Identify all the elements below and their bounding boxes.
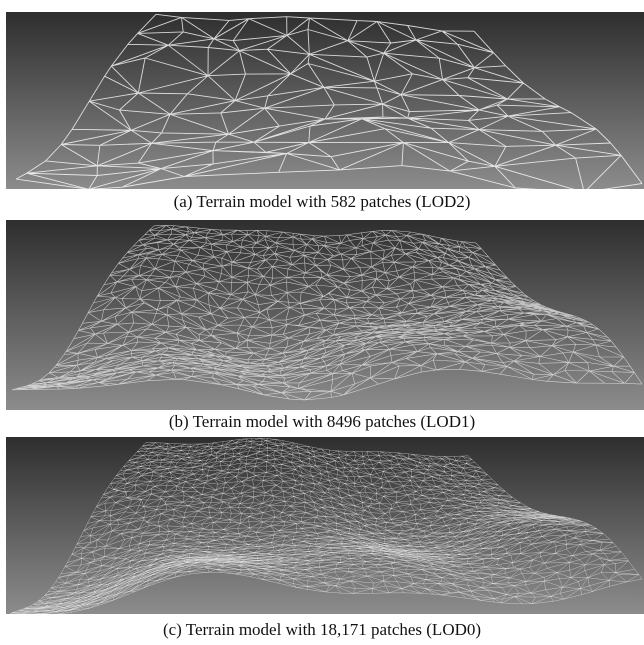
wireframe-terrain-lod0 bbox=[6, 437, 644, 614]
render-background bbox=[6, 437, 644, 614]
terrain-mesh bbox=[11, 225, 643, 401]
terrain-render-lod1 bbox=[6, 220, 644, 410]
caption-b: (b) Terrain model with 8496 patches (LOD… bbox=[168, 412, 476, 431]
wireframe-terrain-lod1 bbox=[6, 220, 644, 410]
terrain-mesh bbox=[15, 13, 643, 189]
caption-a: (a) Terrain model with 582 patches (LOD2… bbox=[173, 192, 471, 211]
caption-c: (c) Terrain model with 18,171 patches (L… bbox=[162, 620, 482, 639]
terrain-render-lod0 bbox=[6, 437, 644, 614]
wireframe-terrain-lod2 bbox=[6, 12, 644, 189]
terrain-mesh bbox=[9, 437, 643, 614]
terrain-render-lod2 bbox=[6, 12, 644, 189]
